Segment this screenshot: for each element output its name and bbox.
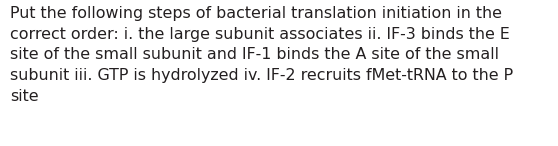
Text: Put the following steps of bacterial translation initiation in the
correct order: Put the following steps of bacterial tra… [10,6,513,104]
